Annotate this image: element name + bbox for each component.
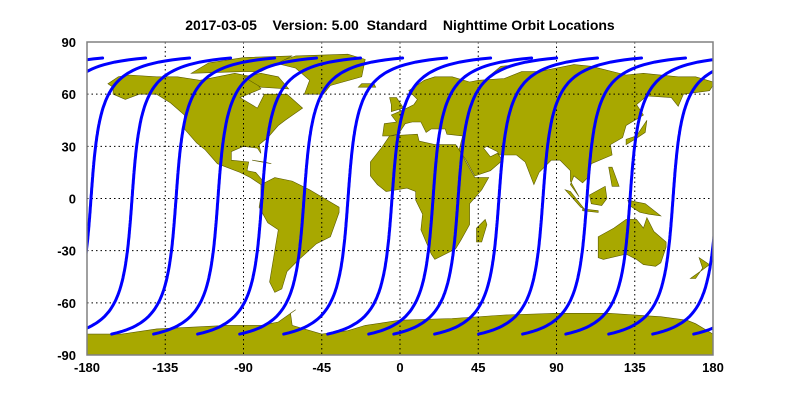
orbit-track [477, 56, 643, 336]
orbit-track [238, 56, 405, 336]
orbit-track [87, 56, 192, 258]
orbit-track [607, 69, 713, 336]
land-polygon [476, 218, 488, 243]
y-tick-label: -60 [57, 296, 76, 311]
x-tick-label: -180 [74, 360, 100, 375]
land-polygon [389, 97, 404, 112]
x-tick-label: 90 [549, 360, 563, 375]
orbit-track [196, 56, 362, 336]
orbit-track [780, 58, 800, 334]
x-tick-labels: -180 -135 -90 -45 0 45 90 135 180 [74, 360, 724, 375]
orbit-track [282, 56, 449, 336]
y-tick-label: 90 [62, 35, 76, 50]
orbit-track [110, 56, 277, 336]
land-polygon [258, 177, 340, 293]
y-tick-labels: 90 60 30 0 -30 -60 -90 [57, 35, 76, 363]
y-tick-label: -90 [57, 348, 76, 363]
orbit-track [367, 56, 534, 336]
land-polygon [252, 159, 272, 164]
y-tick-label: 60 [62, 87, 76, 102]
x-tick-label: -45 [312, 360, 331, 375]
orbit-track [0, 58, 16, 334]
land-polygon [608, 166, 620, 187]
orbit-track [87, 56, 233, 330]
orbit-track [0, 58, 60, 334]
orbit-track [152, 56, 318, 336]
x-tick-label: 0 [396, 360, 403, 375]
y-tick-label: 30 [62, 139, 76, 154]
x-tick-label: -90 [234, 360, 253, 375]
orbit-track [738, 58, 800, 334]
orbit-track [564, 58, 713, 336]
orbit-track [392, 56, 559, 336]
orbit-track [651, 230, 713, 336]
land-polygon [597, 216, 667, 267]
y-tick-label: -30 [57, 244, 76, 259]
gridlines [87, 42, 713, 355]
orbit-tracks [0, 56, 800, 336]
orbit-track [433, 56, 599, 336]
y-tick-label: 0 [69, 192, 76, 207]
x-tick-label: 180 [702, 360, 724, 375]
orbit-track [326, 56, 493, 336]
plot-frame [86, 41, 714, 356]
orbit-track [521, 56, 687, 336]
x-tick-label: 45 [471, 360, 485, 375]
land-polygon [370, 133, 490, 260]
x-tick-label: -135 [152, 360, 178, 375]
land-polygon [589, 185, 608, 206]
x-tick-label: 135 [624, 360, 646, 375]
map-title: 2017-03-05 Version: 5.00 Standard Nightt… [185, 17, 615, 33]
